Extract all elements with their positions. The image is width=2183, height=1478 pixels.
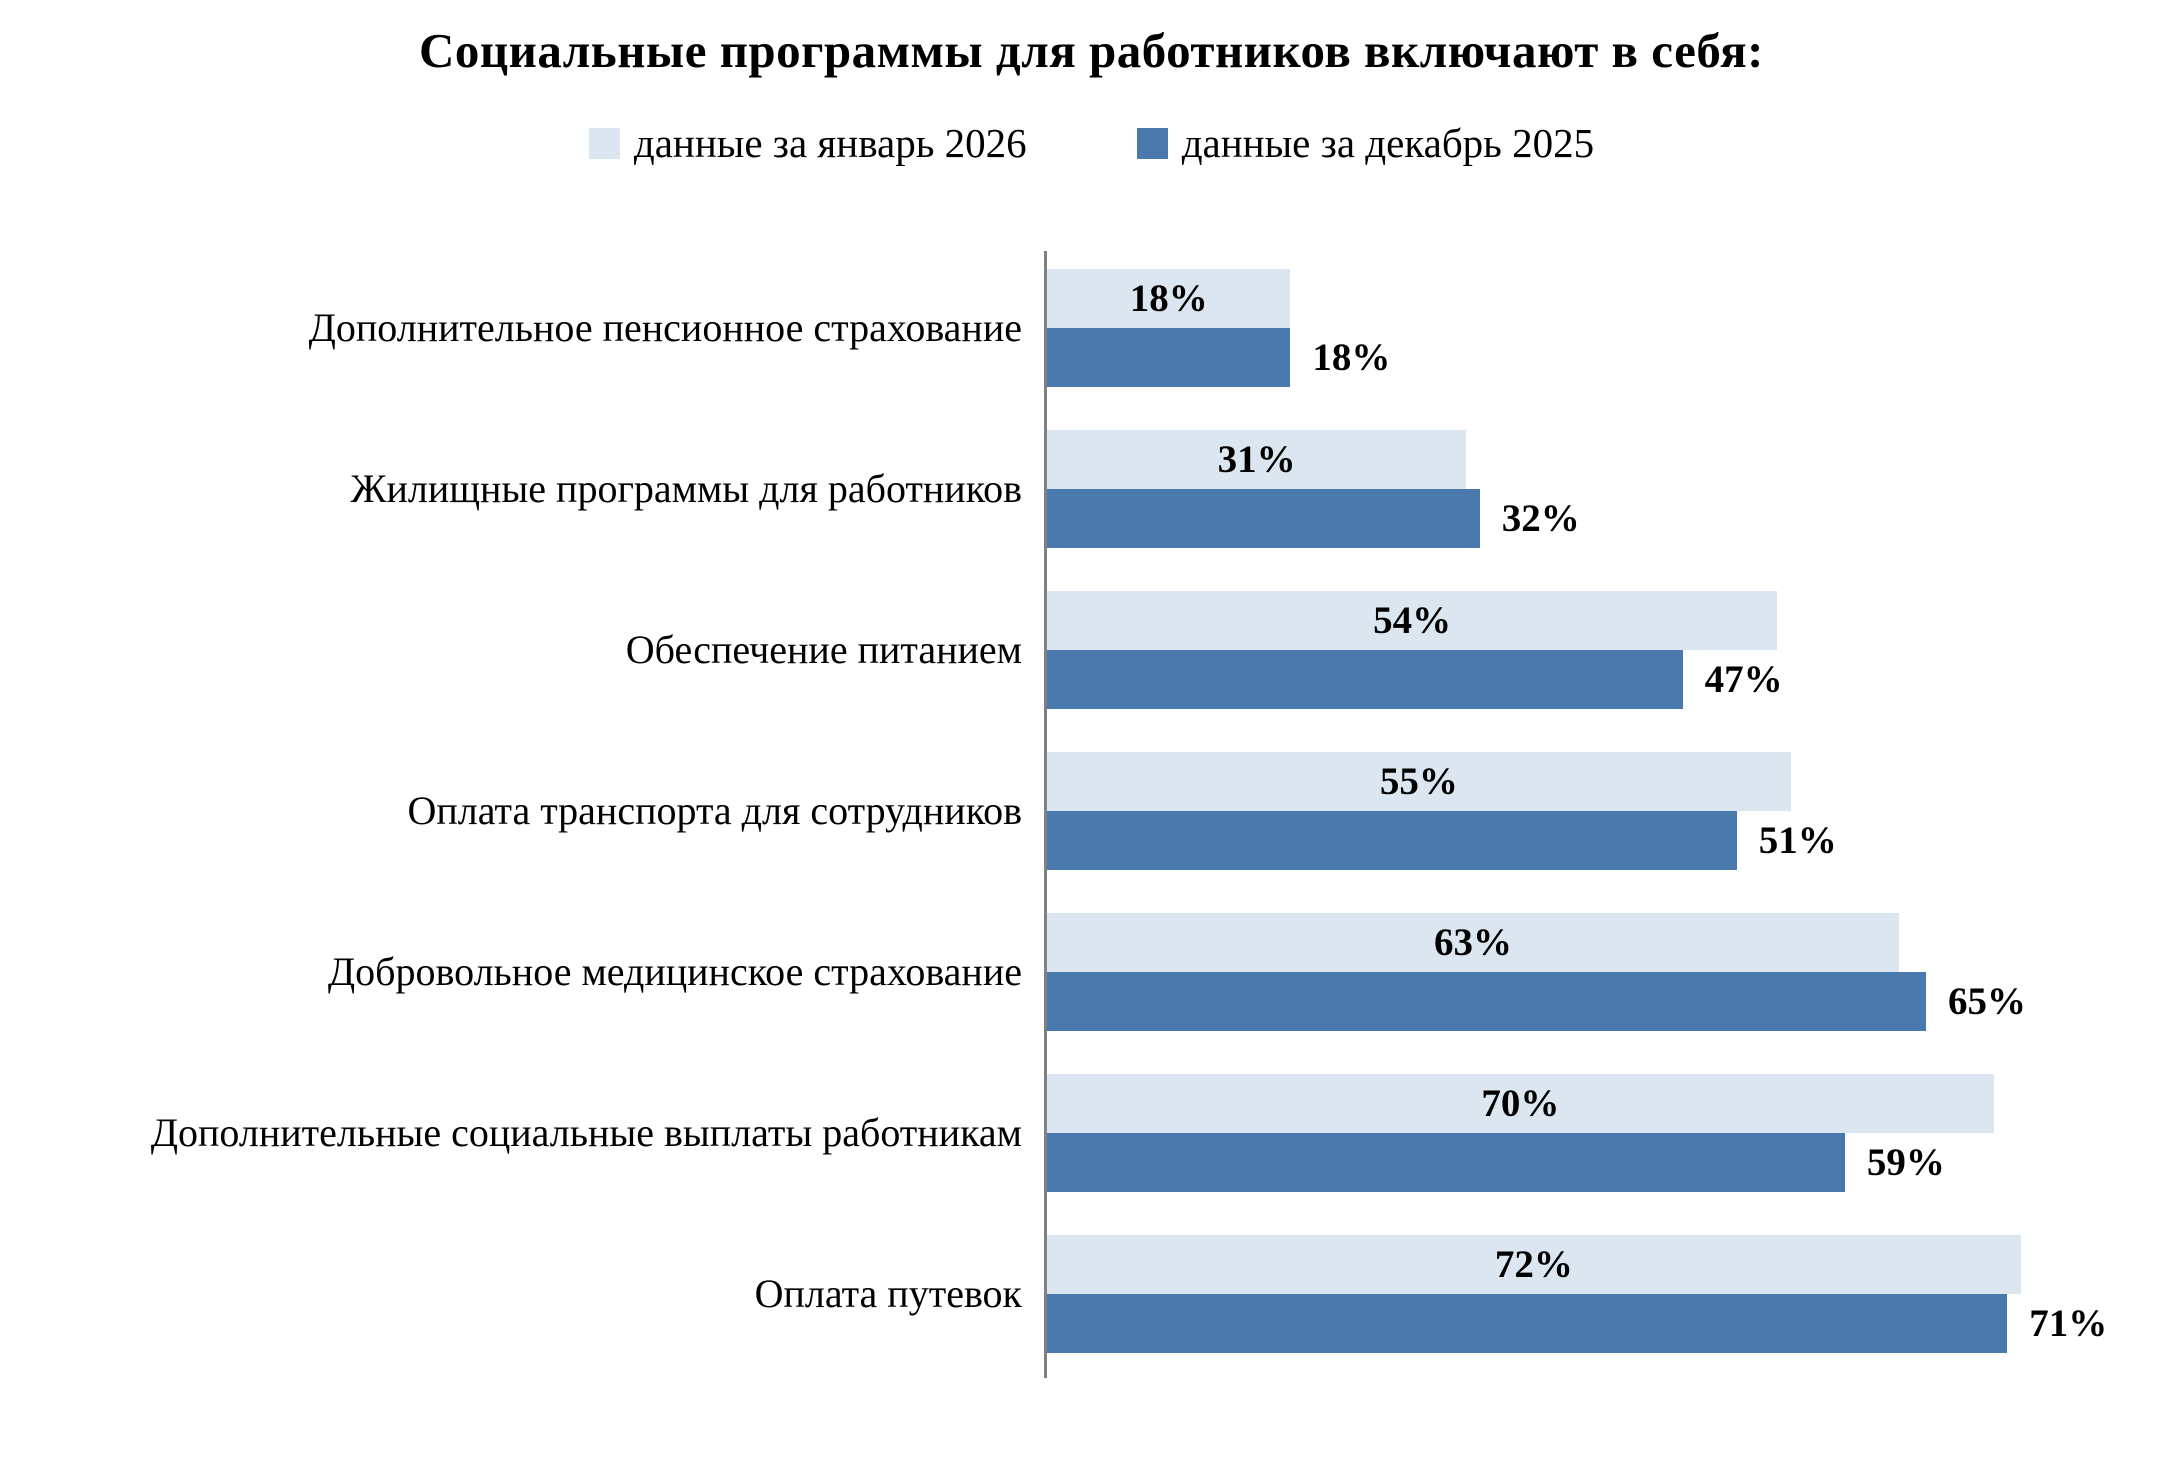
- bar-pair: 55% 51%: [1047, 752, 2183, 870]
- bar-dec-2025: [1047, 650, 1683, 709]
- bar-value-dec-2025: 47%: [1704, 658, 1783, 701]
- plot-area: Дополнительное пенсионное страхование 18…: [0, 251, 2183, 1386]
- category-label: Оплата путевок: [754, 1271, 1022, 1316]
- bar-value-jan-2026: 55%: [1379, 760, 1458, 803]
- bar-line-dec-2025: 51%: [1047, 811, 2183, 870]
- bar-value-jan-2026: 70%: [1481, 1082, 1560, 1125]
- bar-line-jan-2026: 63%: [1047, 913, 2183, 972]
- bar-line-jan-2026: 55%: [1047, 752, 2183, 811]
- bar-line-jan-2026: 31%: [1047, 430, 2183, 489]
- category-row: Оплата путевок 72% 71%: [0, 1217, 2183, 1378]
- legend-item-dec-2025: данные за декабрь 2025: [1136, 119, 1595, 167]
- bar-dec-2025: [1047, 972, 1927, 1031]
- bar-dec-2025: [1047, 811, 1737, 870]
- bar-value-dec-2025: 51%: [1758, 819, 1837, 862]
- category-label: Дополнительные социальные выплаты работн…: [150, 1110, 1022, 1155]
- bar-value-dec-2025: 65%: [1948, 980, 2027, 1023]
- bar-value-jan-2026: 54%: [1373, 599, 1452, 642]
- legend-item-jan-2026: данные за январь 2026: [588, 119, 1027, 167]
- bar-line-jan-2026: 70%: [1047, 1074, 2183, 1133]
- bar-dec-2025: [1047, 489, 1480, 548]
- bar-jan-2026: 18%: [1047, 269, 1291, 328]
- bar-dec-2025: [1047, 1133, 1845, 1192]
- bar-value-jan-2026: 31%: [1217, 438, 1296, 481]
- chart-rows: Дополнительное пенсионное страхование 18…: [0, 251, 2183, 1386]
- bar-jan-2026: 54%: [1047, 591, 1778, 650]
- category-row: Жилищные программы для работников 31% 32…: [0, 412, 2183, 573]
- bar-pair: 70% 59%: [1047, 1074, 2183, 1192]
- bar-jan-2026: 72%: [1047, 1235, 2021, 1294]
- category-label: Жилищные программы для работников: [350, 466, 1022, 511]
- bar-pair: 18% 18%: [1047, 269, 2183, 387]
- bar-line-jan-2026: 54%: [1047, 591, 2183, 650]
- bar-value-dec-2025: 32%: [1501, 497, 1580, 540]
- legend-swatch-jan-2026: [588, 127, 620, 159]
- category-label: Оплата транспорта для сотрудников: [407, 788, 1023, 833]
- bar-value-dec-2025: 18%: [1312, 336, 1391, 379]
- bar-pair: 31% 32%: [1047, 430, 2183, 548]
- bar-value-jan-2026: 18%: [1129, 277, 1208, 320]
- category-label: Добровольное медицинское страхование: [327, 949, 1022, 994]
- bar-line-dec-2025: 65%: [1047, 972, 2183, 1031]
- bar-pair: 72% 71%: [1047, 1235, 2183, 1353]
- bar-dec-2025: [1047, 1294, 2008, 1353]
- bar-line-jan-2026: 18%: [1047, 269, 2183, 328]
- bar-line-dec-2025: 59%: [1047, 1133, 2183, 1192]
- category-row: Добровольное медицинское страхование 63%…: [0, 895, 2183, 1056]
- bar-line-dec-2025: 47%: [1047, 650, 2183, 709]
- bar-jan-2026: 55%: [1047, 752, 1791, 811]
- bar-line-dec-2025: 71%: [1047, 1294, 2183, 1353]
- bar-jan-2026: 31%: [1047, 430, 1467, 489]
- bar-value-jan-2026: 63%: [1434, 921, 1512, 964]
- bar-line-dec-2025: 32%: [1047, 489, 2183, 548]
- legend-label-dec-2025: данные за декабрь 2025: [1181, 120, 1595, 166]
- legend-swatch-dec-2025: [1136, 127, 1168, 159]
- bar-value-dec-2025: 59%: [1866, 1141, 1945, 1184]
- category-row: Оплата транспорта для сотрудников 55% 51…: [0, 734, 2183, 895]
- bar-line-jan-2026: 72%: [1047, 1235, 2183, 1294]
- chart-title: Социальные программы для работников вклю…: [419, 23, 1764, 78]
- bar-dec-2025: [1047, 328, 1291, 387]
- bar-jan-2026: 63%: [1047, 913, 1899, 972]
- legend-label-jan-2026: данные за январь 2026: [633, 120, 1027, 166]
- bar-value-jan-2026: 72%: [1494, 1243, 1573, 1286]
- category-row: Дополнительные социальные выплаты работн…: [0, 1056, 2183, 1217]
- category-label: Обеспечение питанием: [625, 627, 1022, 672]
- category-axis-line: [1044, 251, 1047, 1378]
- bar-jan-2026: 70%: [1047, 1074, 1994, 1133]
- legend: данные за январь 2026 данные за декабрь …: [0, 119, 2183, 167]
- bar-line-dec-2025: 18%: [1047, 328, 2183, 387]
- bar-pair: 54% 47%: [1047, 591, 2183, 709]
- bar-pair: 63% 65%: [1047, 913, 2183, 1031]
- bar-value-dec-2025: 71%: [2029, 1302, 2108, 1345]
- category-label: Дополнительное пенсионное страхование: [308, 305, 1022, 350]
- category-row: Обеспечение питанием 54% 47%: [0, 573, 2183, 734]
- category-row: Дополнительное пенсионное страхование 18…: [0, 251, 2183, 412]
